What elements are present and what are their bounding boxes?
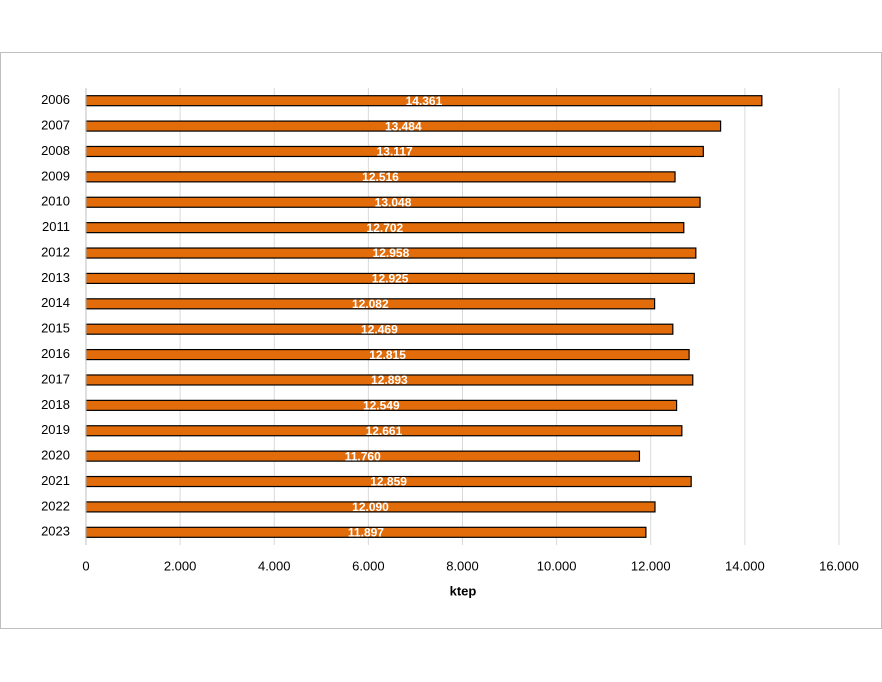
value-label: 12.815	[369, 348, 406, 362]
value-label: 12.702	[367, 221, 404, 235]
value-label: 11.760	[345, 449, 381, 463]
y-tick-label: 2012	[41, 244, 70, 259]
y-tick-label: 2021	[41, 473, 70, 488]
x-tick-label: 4.000	[258, 558, 291, 573]
x-tick-label: 12.000	[631, 558, 671, 573]
y-tick-label: 2015	[41, 321, 70, 336]
x-tick-label: 16.000	[819, 558, 859, 573]
value-label: 12.549	[363, 399, 400, 413]
y-tick-label: 2014	[41, 295, 70, 310]
y-tick-label: 2007	[41, 118, 70, 133]
value-label: 13.048	[375, 195, 412, 209]
y-tick-label: 2013	[41, 270, 70, 285]
y-tick-label: 2018	[41, 397, 70, 412]
y-tick-label: 2020	[41, 448, 70, 463]
x-tick-label: 8.000	[446, 558, 479, 573]
x-tick-label: 10.000	[537, 558, 577, 573]
y-tick-label: 2023	[41, 524, 70, 539]
x-axis-label: ktep	[450, 583, 477, 598]
value-label: 14.361	[406, 94, 443, 108]
value-label: 12.925	[372, 272, 409, 286]
value-label: 12.859	[370, 475, 407, 489]
value-label: 13.484	[385, 119, 422, 133]
y-tick-label: 2022	[41, 498, 70, 513]
y-tick-label: 2006	[41, 92, 70, 107]
y-tick-label: 2016	[41, 346, 70, 361]
x-tick-label: 0	[82, 558, 89, 573]
value-label: 12.516	[362, 170, 399, 184]
y-tick-label: 2017	[41, 371, 70, 386]
x-tick-label: 14.000	[725, 558, 765, 573]
value-label: 13.117	[377, 145, 413, 159]
value-label: 12.893	[371, 373, 408, 387]
x-tick-label: 6.000	[352, 558, 385, 573]
y-tick-label: 2009	[41, 168, 70, 183]
value-label: 12.469	[361, 322, 398, 336]
value-label: 12.958	[373, 246, 410, 260]
y-tick-label: 2008	[41, 143, 70, 158]
x-tick-label: 2.000	[164, 558, 197, 573]
y-tick-label: 2010	[41, 194, 70, 209]
value-label: 12.090	[352, 500, 389, 514]
chart-frame	[0, 52, 882, 629]
value-label: 12.082	[352, 297, 389, 311]
value-label: 11.897	[348, 525, 384, 539]
y-tick-label: 2011	[42, 219, 70, 234]
value-label: 12.661	[366, 424, 403, 438]
y-tick-label: 2019	[41, 422, 70, 437]
